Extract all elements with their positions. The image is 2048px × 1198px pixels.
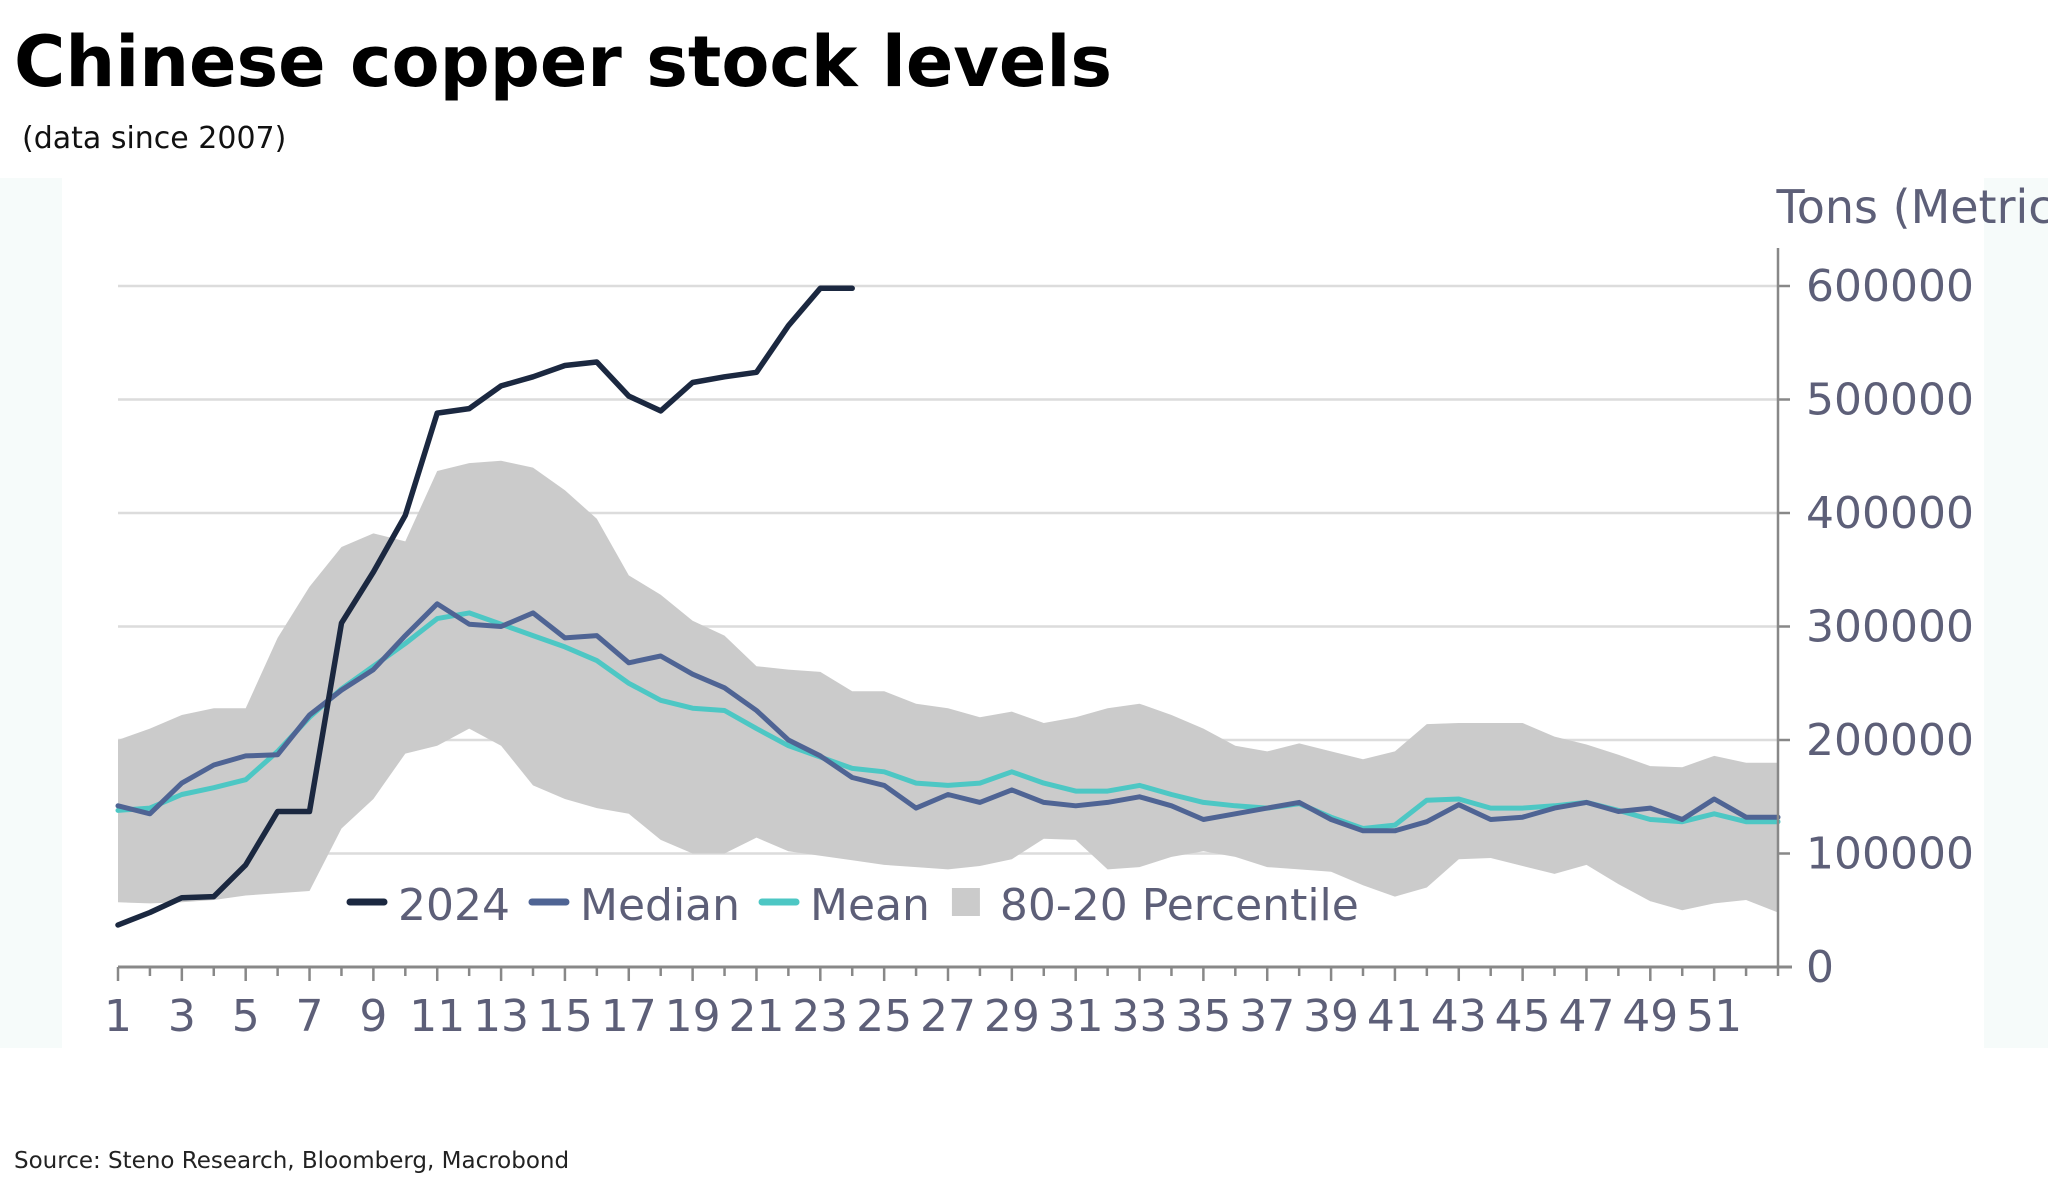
legend-item-median: Median [580, 880, 740, 931]
y-tick-label: 0 [1806, 942, 1834, 993]
x-tick-label: 23 [792, 991, 848, 1042]
x-tick-label: 49 [1622, 991, 1678, 1042]
y-tick-label: 500000 [1806, 375, 1974, 426]
x-tick-label: 11 [409, 991, 465, 1042]
x-tick-label: 25 [856, 991, 912, 1042]
series-line-2024 [115, 285, 855, 928]
x-tick-label: 29 [984, 991, 1040, 1042]
x-tick-label: 43 [1431, 991, 1487, 1042]
series-line-median [115, 601, 1781, 834]
y-tick-label: 600000 [1806, 261, 1974, 312]
y-axis-label: Tons (Metric) [1775, 180, 2048, 234]
x-tick-label: 47 [1558, 991, 1614, 1042]
series-line-mean [115, 610, 1781, 831]
legend-item-80-20-percentile: 80-20 Percentile [1000, 880, 1359, 931]
chart: 0 100000 200000 300000 400000 500000 600000 Ton… [62, 178, 2048, 1048]
x-tick-label: 7 [296, 991, 324, 1042]
page-subtitle: (data since 2007) [22, 121, 287, 156]
x-tick-label: 41 [1367, 991, 1423, 1042]
x-tick-label: 27 [920, 991, 976, 1042]
y-tick-label: 400000 [1806, 488, 1974, 539]
x-tick-label: 9 [359, 991, 387, 1042]
y-tick-label: 200000 [1806, 715, 1974, 766]
x-tick-label: 19 [665, 991, 721, 1042]
x-tick-label: 37 [1239, 991, 1295, 1042]
x-tick-label: 51 [1686, 991, 1742, 1042]
x-tick-label: 35 [1175, 991, 1231, 1042]
x-tick-label: 13 [473, 991, 529, 1042]
x-tick-label: 39 [1303, 991, 1359, 1042]
percentile-band [118, 460, 1778, 913]
x-tick-label: 21 [728, 991, 784, 1042]
x-tick-label: 15 [537, 991, 593, 1042]
x-tick-label: 17 [601, 991, 657, 1042]
chart-panel: 0 100000 200000 300000 400000 500000 600000 Ton… [0, 178, 2048, 1048]
legend-item-mean: Mean [810, 880, 930, 931]
x-tick-label: 33 [1112, 991, 1168, 1042]
legend-swatch [951, 888, 980, 916]
y-tick-label: 100000 [1806, 829, 1974, 880]
x-tick-label: 5 [232, 991, 260, 1042]
source-note: Source: Steno Research, Bloomberg, Macro… [14, 1148, 570, 1174]
x-tick-label: 1 [104, 991, 132, 1042]
page-title: Chinese copper stock levels [14, 21, 1113, 103]
y-tick-label: 300000 [1806, 602, 1974, 653]
x-tick-label: 45 [1495, 991, 1551, 1042]
x-tick-label: 3 [168, 991, 196, 1042]
x-tick-label: 31 [1048, 991, 1104, 1042]
legend-item-2024: 2024 [398, 880, 510, 931]
